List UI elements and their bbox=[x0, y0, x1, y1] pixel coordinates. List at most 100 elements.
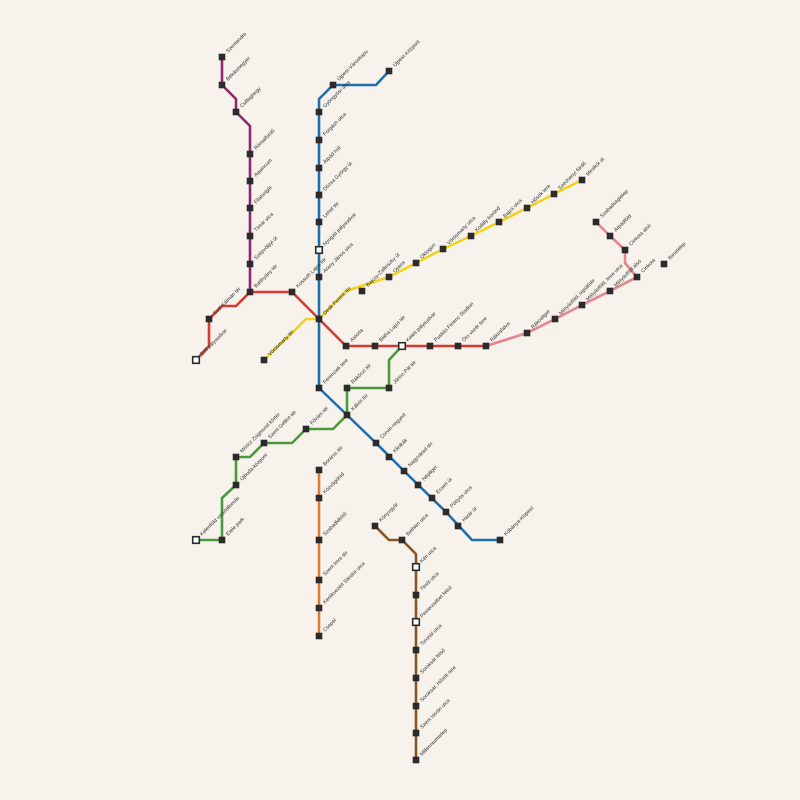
interchange-stop[interactable] bbox=[411, 562, 421, 572]
station-stop[interactable] bbox=[606, 232, 614, 240]
station-stop[interactable] bbox=[315, 632, 323, 640]
station-stop[interactable] bbox=[218, 536, 226, 544]
station-stop[interactable] bbox=[454, 342, 462, 350]
station-stop[interactable] bbox=[412, 756, 420, 764]
station-stop[interactable] bbox=[523, 204, 531, 212]
interchange-stop[interactable] bbox=[397, 341, 407, 351]
station-stop[interactable] bbox=[246, 150, 254, 158]
station-stop[interactable] bbox=[482, 342, 490, 350]
station-stop[interactable] bbox=[412, 729, 420, 737]
station-stop[interactable] bbox=[495, 218, 503, 226]
station-stop[interactable] bbox=[385, 384, 393, 392]
station-stop[interactable] bbox=[315, 384, 323, 392]
station-stop[interactable] bbox=[454, 522, 462, 530]
station-stop[interactable] bbox=[371, 342, 379, 350]
station-stop[interactable] bbox=[343, 411, 351, 419]
station-label: Rómaifürdő bbox=[253, 128, 276, 151]
station-stop[interactable] bbox=[496, 536, 504, 544]
station-stop[interactable] bbox=[412, 591, 420, 599]
station-stop[interactable] bbox=[246, 177, 254, 185]
station-stop[interactable] bbox=[414, 481, 422, 489]
interchange-stop[interactable] bbox=[191, 535, 201, 545]
station-stop[interactable] bbox=[342, 342, 350, 350]
station-label: Népliget bbox=[421, 464, 439, 482]
station-stop[interactable] bbox=[329, 81, 337, 89]
station-stop[interactable] bbox=[400, 467, 408, 475]
interchange-stop[interactable] bbox=[411, 617, 421, 627]
station-stop[interactable] bbox=[343, 384, 351, 392]
interchange-stop[interactable] bbox=[191, 355, 201, 365]
station-stop[interactable] bbox=[315, 536, 323, 544]
station-stop[interactable] bbox=[205, 315, 213, 323]
station-stop[interactable] bbox=[523, 329, 531, 337]
station-stop[interactable] bbox=[412, 646, 420, 654]
station-stop[interactable] bbox=[578, 301, 586, 309]
station-stop[interactable] bbox=[315, 315, 323, 323]
station-stop[interactable] bbox=[315, 466, 323, 474]
station-stop[interactable] bbox=[592, 218, 600, 226]
station-label: Örs vezér tere bbox=[460, 315, 488, 343]
station-stop[interactable] bbox=[398, 536, 406, 544]
station-stop[interactable] bbox=[288, 288, 296, 296]
station-stop[interactable] bbox=[660, 260, 668, 268]
station-stop[interactable] bbox=[372, 439, 380, 447]
station-stop[interactable] bbox=[412, 674, 420, 682]
station-stop[interactable] bbox=[218, 53, 226, 61]
station-stop[interactable] bbox=[302, 425, 310, 433]
station-stop[interactable] bbox=[412, 702, 420, 710]
station-stop[interactable] bbox=[426, 342, 434, 350]
station-label: Millenniumtelep bbox=[419, 728, 449, 758]
station-stop[interactable] bbox=[315, 191, 323, 199]
station-stop[interactable] bbox=[467, 232, 475, 240]
station-stop[interactable] bbox=[428, 494, 436, 502]
station-stop[interactable] bbox=[439, 245, 447, 253]
station-label: Kossuth Lajos tér bbox=[295, 257, 328, 290]
interchange-stop[interactable] bbox=[314, 245, 324, 255]
station-label: Békásmegyer bbox=[225, 56, 252, 83]
line-brown bbox=[373, 524, 418, 762]
station-stop[interactable] bbox=[246, 288, 254, 296]
station-stop[interactable] bbox=[246, 204, 254, 212]
station-stop[interactable] bbox=[315, 494, 323, 502]
station-stop[interactable] bbox=[551, 315, 559, 323]
station-stop[interactable] bbox=[550, 190, 558, 198]
station-stop[interactable] bbox=[315, 576, 323, 584]
stops-layer bbox=[191, 53, 668, 764]
station-stop[interactable] bbox=[315, 136, 323, 144]
station-label: Kén utca bbox=[419, 546, 438, 565]
station-stop[interactable] bbox=[315, 273, 323, 281]
line-yellow-west bbox=[262, 317, 321, 362]
station-stop[interactable] bbox=[232, 108, 240, 116]
station-stop[interactable] bbox=[232, 481, 240, 489]
station-label: Filatorigát bbox=[253, 185, 274, 206]
station-stop[interactable] bbox=[371, 522, 379, 530]
station-stop[interactable] bbox=[246, 232, 254, 240]
station-stop[interactable] bbox=[315, 604, 323, 612]
station-stop[interactable] bbox=[315, 164, 323, 172]
station-label: Szépvölgyi út bbox=[253, 235, 279, 261]
station-stop[interactable] bbox=[246, 260, 254, 268]
station-stop[interactable] bbox=[218, 81, 226, 89]
station-stop[interactable] bbox=[260, 356, 268, 364]
station-label: Vörösmarty utca bbox=[446, 215, 477, 246]
station-stop[interactable] bbox=[315, 218, 323, 226]
station-stop[interactable] bbox=[385, 453, 393, 461]
station-label: Batthyány tér bbox=[253, 263, 279, 289]
station-stop[interactable] bbox=[578, 176, 586, 184]
station-stop[interactable] bbox=[232, 453, 240, 461]
station-stop[interactable] bbox=[442, 508, 450, 516]
station-stop[interactable] bbox=[260, 439, 268, 447]
station-stop[interactable] bbox=[315, 108, 323, 116]
station-label: Szél Kálmán tér bbox=[212, 286, 242, 316]
station-stop[interactable] bbox=[358, 287, 366, 295]
station-stop[interactable] bbox=[385, 67, 393, 75]
station-stop[interactable] bbox=[606, 287, 614, 295]
station-stop[interactable] bbox=[621, 246, 629, 254]
station-stop[interactable] bbox=[412, 259, 420, 267]
station-label: Ferenciek tere bbox=[322, 358, 350, 386]
station-label: Árpádföld bbox=[612, 213, 633, 234]
station-stop[interactable] bbox=[385, 273, 393, 281]
station-stop[interactable] bbox=[633, 273, 641, 281]
station-label: Pöttyös utca bbox=[449, 485, 474, 510]
